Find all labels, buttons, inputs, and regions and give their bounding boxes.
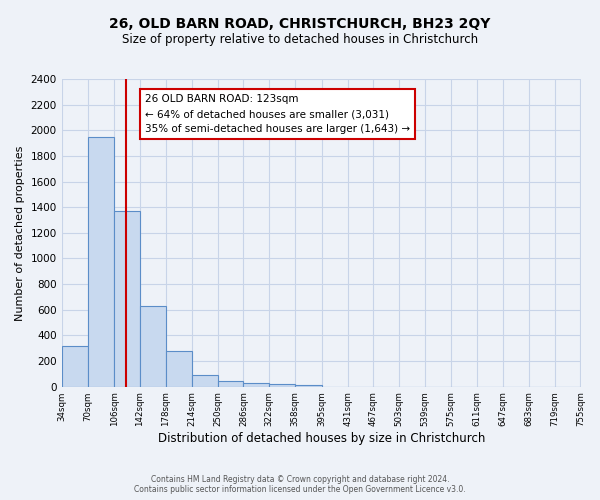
Text: Contains HM Land Registry data © Crown copyright and database right 2024.: Contains HM Land Registry data © Crown c… (151, 475, 449, 484)
Bar (192, 374, 218, 386)
Y-axis label: Number of detached properties: Number of detached properties (15, 145, 25, 320)
Bar (269, 384, 295, 386)
Text: Size of property relative to detached houses in Christchurch: Size of property relative to detached ho… (122, 32, 478, 46)
X-axis label: Distribution of detached houses by size in Christchurch: Distribution of detached houses by size … (158, 432, 485, 445)
Text: 26, OLD BARN ROAD, CHRISTCHURCH, BH23 2QY: 26, OLD BARN ROAD, CHRISTCHURCH, BH23 2Q… (109, 18, 491, 32)
Bar (140, 306, 166, 386)
Bar (295, 385, 322, 386)
Bar (244, 383, 269, 386)
Bar (88, 136, 114, 386)
Bar (62, 346, 88, 387)
Text: 26 OLD BARN ROAD: 123sqm
← 64% of detached houses are smaller (3,031)
35% of sem: 26 OLD BARN ROAD: 123sqm ← 64% of detach… (145, 94, 410, 134)
Bar (166, 351, 192, 386)
Bar (114, 211, 140, 386)
Bar (218, 381, 244, 386)
Text: Contains public sector information licensed under the Open Government Licence v3: Contains public sector information licen… (134, 485, 466, 494)
